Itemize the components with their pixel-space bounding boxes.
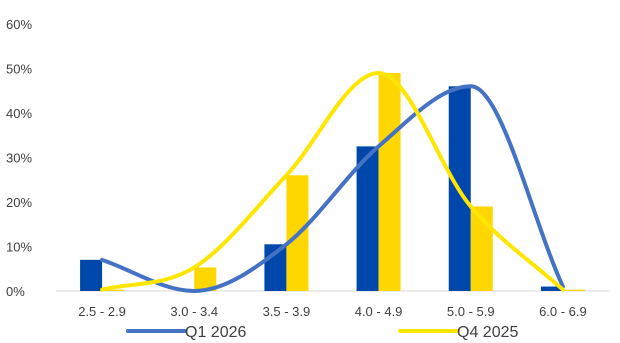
y-tick-label: 20%: [6, 195, 32, 210]
bar-q4-2025: [470, 206, 493, 291]
y-axis: 0% 10% 20% 30% 40% 50% 60%: [6, 17, 32, 299]
legend-label: Q1 2026: [185, 324, 246, 341]
legend-item: Q1 2026: [126, 324, 246, 341]
x-tick-label: 6.0 - 6.9: [539, 304, 587, 319]
bar-q4-2025: [102, 289, 125, 291]
x-axis: 2.5 - 2.9 3.0 - 3.4 3.5 - 3.9 4.0 - 4.9 5.0 …: [78, 304, 587, 319]
legend-item: Q4 2025: [398, 324, 518, 341]
line-q4-2025: [100, 70, 565, 292]
x-tick-label: 3.5 - 3.9: [263, 304, 311, 319]
legend: Q1 2026 Q4 2025: [126, 324, 518, 341]
x-tick-label: 3.0 - 3.4: [170, 304, 218, 319]
y-tick-label: 30%: [6, 151, 32, 166]
bar-q1-2026: [80, 259, 103, 291]
y-tick-label: 50%: [6, 62, 32, 77]
x-tick-label: 2.5 - 2.9: [78, 304, 126, 319]
bar-q1-2026: [356, 146, 379, 291]
bars: [80, 72, 585, 291]
bar-q4-2025: [378, 72, 401, 291]
x-tick-label: 4.0 - 4.9: [355, 304, 403, 319]
bar-q4-2025: [562, 289, 585, 291]
line-q1-2026: [100, 84, 565, 293]
y-tick-label: 40%: [6, 106, 32, 121]
bar-q1-2026: [540, 286, 563, 291]
trend-lines: [100, 70, 565, 293]
y-tick-label: 60%: [6, 17, 32, 32]
x-tick-label: 5.0 - 5.9: [447, 304, 495, 319]
legend-label: Q4 2025: [457, 324, 518, 341]
y-tick-label: 0%: [6, 284, 25, 299]
bar-q4-2025: [194, 267, 217, 291]
y-tick-label: 10%: [6, 240, 32, 255]
